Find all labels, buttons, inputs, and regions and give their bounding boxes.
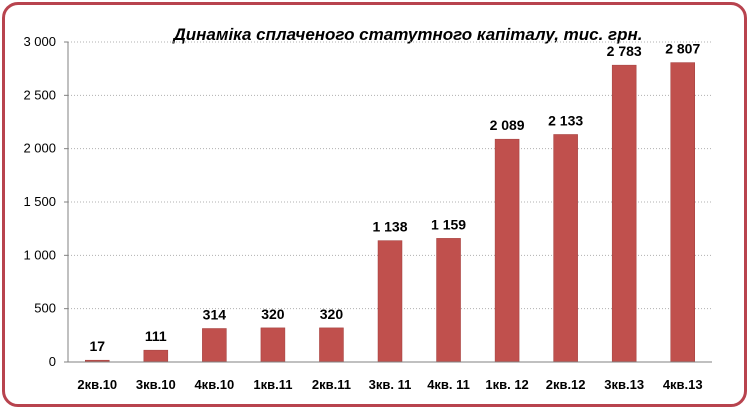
x-tick-label: 4кв. 11 (427, 377, 470, 392)
y-tick-label: 500 (34, 301, 56, 316)
bar-3кв-11 (377, 240, 403, 363)
bar-1кв-12 (494, 138, 520, 363)
bars (85, 62, 695, 363)
x-tick-label: 2кв.12 (546, 377, 586, 392)
bar-3кв-13 (611, 64, 637, 363)
x-tick-label: 4кв.10 (194, 377, 234, 392)
data-label: 2 807 (665, 41, 700, 57)
x-tick-label: 3кв. 11 (369, 377, 412, 392)
bar-4кв-13 (670, 62, 695, 363)
y-tick-label: 1 000 (23, 247, 56, 262)
data-label: 17 (89, 338, 105, 354)
y-tick-label: 1 500 (23, 194, 56, 209)
data-label: 320 (261, 306, 285, 322)
data-label: 1 159 (431, 216, 466, 232)
data-label: 2 133 (548, 112, 583, 128)
x-axis-ticks: 2кв.10 3кв.10 4кв.10 1кв.11 2кв.11 3кв. 11 4кв… (77, 377, 702, 392)
data-label: 2 783 (607, 43, 642, 59)
data-label: 2 089 (490, 117, 525, 133)
bar-1кв-11 (260, 327, 286, 363)
bar-4кв-11 (436, 238, 461, 363)
x-tick-label: 3кв.13 (604, 377, 644, 392)
data-label: 314 (203, 307, 227, 323)
bar-3кв-10 (143, 349, 169, 363)
x-tick-label: 4кв.13 (663, 377, 703, 392)
bar-2кв-12 (553, 134, 578, 363)
x-tick-label: 2кв.10 (77, 377, 117, 392)
y-tick-label: 2 500 (23, 87, 56, 102)
data-label: 1 138 (372, 219, 407, 235)
y-tick-label: 2 000 (23, 141, 56, 156)
x-tick-label: 3кв.10 (136, 377, 176, 392)
y-tick-label: 0 (49, 354, 56, 369)
data-label: 320 (320, 306, 344, 322)
y-axis-ticks: 0 500 1 000 1 500 2 000 2 500 3 000 (23, 34, 68, 369)
x-tick-label: 2кв.11 (312, 377, 351, 392)
bar-2кв-11 (319, 327, 344, 363)
chart-title: Динаміка сплаченого статутного капіталу,… (172, 25, 643, 44)
y-tick-label: 3 000 (23, 34, 56, 49)
x-tick-label: 1кв. 12 (485, 377, 528, 392)
bar-4кв-10 (202, 328, 227, 363)
data-labels: 17 111 314 320 320 1 138 1 159 2 089 2 133 2 783 2… (89, 41, 700, 355)
data-label: 111 (145, 328, 167, 344)
x-tick-label: 1кв.11 (253, 377, 292, 392)
